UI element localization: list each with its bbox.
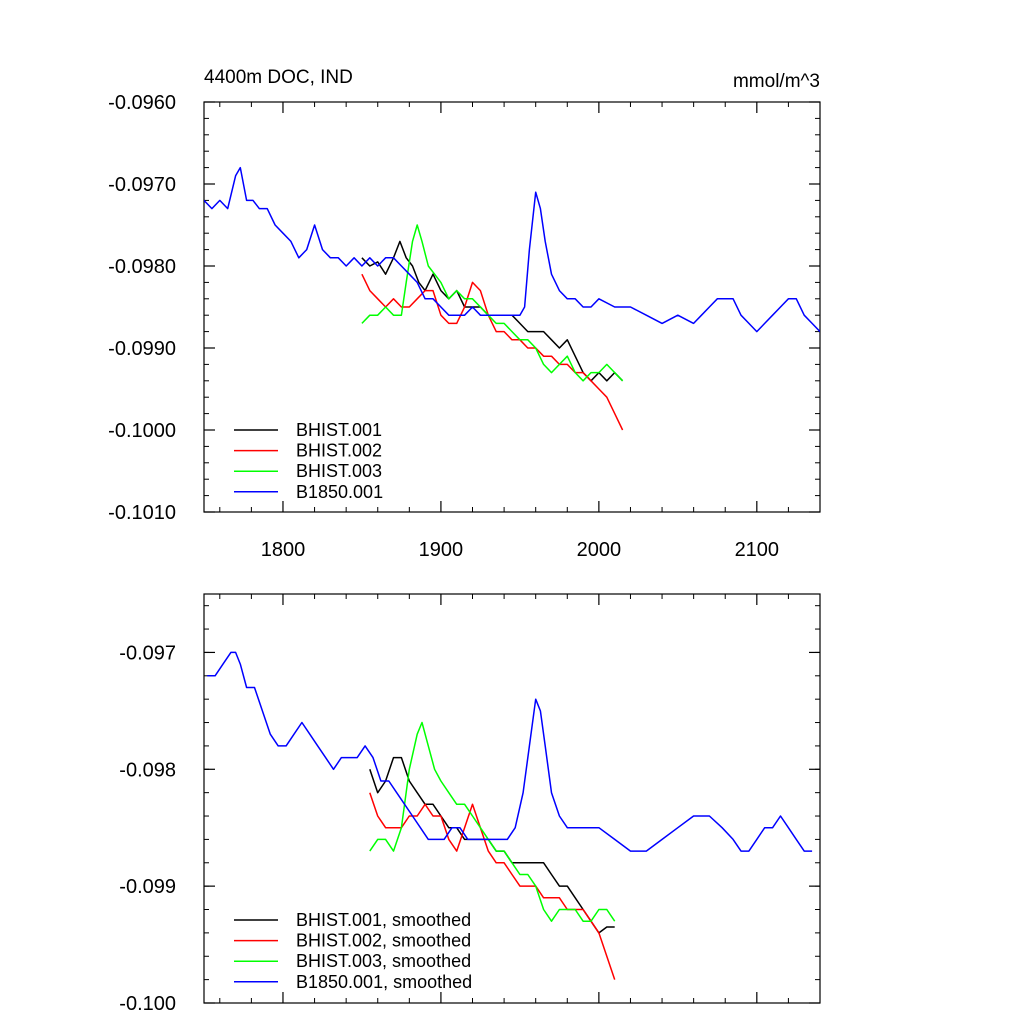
x-tick-label: 1800 <box>261 539 306 561</box>
legend-label: B1850.001 <box>296 482 383 502</box>
y-tick-label: -0.099 <box>119 876 176 898</box>
chart-panel-bottom: -0.097 -0.098 -0.099 -0.100 BHIST.001, smoot… <box>119 593 821 1015</box>
legend-label: BHIST.001, smoothed <box>296 910 471 930</box>
series-line-bhist-003 <box>361 224 624 382</box>
series-line-b1850-001 <box>204 166 820 333</box>
series-line-bhist-002 <box>361 273 624 431</box>
plot-frame <box>203 593 821 1004</box>
x-tick-label: 2100 <box>735 539 780 561</box>
y-tick-label: -0.0960 <box>108 92 176 114</box>
y-tick-label: -0.1010 <box>108 502 176 524</box>
series-line-b1850-001-smoothed <box>207 651 813 852</box>
legend-label: BHIST.003, smoothed <box>296 951 471 971</box>
legend-label: BHIST.002, smoothed <box>296 931 471 951</box>
plot-frame <box>203 101 821 513</box>
x-tick-label: 1900 <box>419 539 464 561</box>
legend-label: BHIST.001 <box>296 420 382 440</box>
legend-label: BHIST.002 <box>296 441 382 461</box>
y-tick-label: -0.0970 <box>108 174 176 196</box>
y-tick-label: -0.1000 <box>108 420 176 442</box>
panel-title-right: mmol/m^3 <box>733 71 820 92</box>
y-tick-label: -0.0980 <box>108 256 176 278</box>
y-tick-label: -0.0990 <box>108 338 176 360</box>
chart-panel-top: -0.0960 -0.0970 -0.0980 -0.0990 -0.1000 -0.10… <box>108 92 821 561</box>
y-tick-label: -0.100 <box>119 993 176 1015</box>
y-tick-label: -0.098 <box>119 759 176 781</box>
legend-label: BHIST.003 <box>296 461 382 481</box>
panel-title-left: 4400m DOC, IND <box>204 67 353 88</box>
legend-label: B1850.001, smoothed <box>296 972 472 992</box>
x-tick-label: 2000 <box>577 539 622 561</box>
y-tick-label: -0.097 <box>119 642 176 664</box>
